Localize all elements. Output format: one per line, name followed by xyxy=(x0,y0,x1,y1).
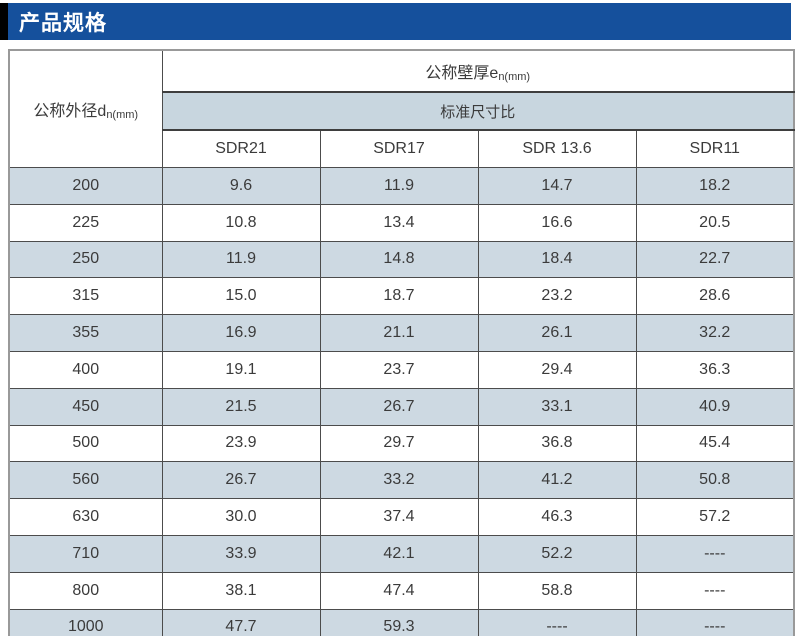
thickness-cell: ---- xyxy=(477,608,637,636)
thickness-cell: 59.3 xyxy=(319,608,479,636)
spec-table: 公称外径dn(mm) 公称壁厚en(mm) 标准尺寸比 SDR21 SDR17 … xyxy=(8,49,795,636)
section-title-bar: 产品规格 xyxy=(0,3,791,40)
thickness-cell: 18.2 xyxy=(635,167,795,205)
thickness-cell: 29.4 xyxy=(477,350,637,389)
thickness-cell: 29.7 xyxy=(319,424,479,463)
thickness-cell: 47.7 xyxy=(161,608,321,636)
thickness-cell: 33.9 xyxy=(161,534,321,573)
thickness-cell: ---- xyxy=(635,608,795,636)
table-row: 450 21.5 26.7 33.1 40.9 xyxy=(8,387,795,426)
thickness-cell: 36.8 xyxy=(477,424,637,463)
table-row: 355 16.9 21.1 26.1 32.2 xyxy=(8,314,795,352)
header-row-sdr-columns: SDR21 SDR17 SDR 13.6 SDR11 xyxy=(9,129,795,168)
thickness-cell: 21.5 xyxy=(161,387,321,426)
spec-table-body: 200 9.6 11.9 14.7 18.2 225 10.8 13.4 16.6 20.5 250… xyxy=(8,167,795,636)
thickness-cell: 11.9 xyxy=(161,240,321,279)
table-row: 250 11.9 14.8 18.4 22.7 xyxy=(8,240,795,279)
thickness-cell: 40.9 xyxy=(635,387,795,426)
thickness-cell: 41.2 xyxy=(477,461,637,500)
sdr-column-header-sdr11: SDR11 xyxy=(635,129,795,168)
diameter-cell: 560 xyxy=(8,461,163,500)
table-row: 315 15.0 18.7 23.2 28.6 xyxy=(8,277,795,316)
thickness-cell: ---- xyxy=(635,571,795,610)
thickness-cell: 26.7 xyxy=(161,461,321,500)
thickness-cell: 57.2 xyxy=(635,498,795,536)
diameter-cell: 400 xyxy=(8,350,163,389)
thickness-cell: 26.1 xyxy=(477,314,637,352)
thickness-cell: 33.2 xyxy=(319,461,479,500)
thickness-cell: 23.7 xyxy=(319,350,479,389)
thickness-cell: 15.0 xyxy=(161,277,321,316)
diameter-cell: 250 xyxy=(8,240,163,279)
thickness-cell: 50.8 xyxy=(635,461,795,500)
diameter-cell: 500 xyxy=(8,424,163,463)
corner-header-main: 公称外径d xyxy=(33,103,107,120)
wall-thickness-header: 公称壁厚en(mm) xyxy=(161,49,795,93)
corner-header-subscript: n(mm) xyxy=(106,109,139,121)
thickness-cell: 52.2 xyxy=(477,534,637,573)
thickness-cell: 28.6 xyxy=(635,277,795,316)
corner-header-outer-diameter: 公称外径dn(mm) xyxy=(8,49,163,168)
title-background: 产品规格 xyxy=(8,3,791,40)
table-row: 1000 47.7 59.3 ---- ---- xyxy=(8,608,795,636)
table-row: 225 10.8 13.4 16.6 20.5 xyxy=(8,203,795,242)
diameter-cell: 315 xyxy=(8,277,163,316)
wall-thickness-header-main: 公称壁厚e xyxy=(425,65,499,82)
thickness-cell: 16.9 xyxy=(161,314,321,352)
sdr-column-header-sdr17: SDR17 xyxy=(319,129,479,168)
thickness-cell: 42.1 xyxy=(319,534,479,573)
thickness-cell: 19.1 xyxy=(161,350,321,389)
table-row: 710 33.9 42.1 52.2 ---- xyxy=(8,534,795,573)
diameter-cell: 450 xyxy=(8,387,163,426)
thickness-cell: 36.3 xyxy=(635,350,795,389)
thickness-cell: 23.9 xyxy=(161,424,321,463)
sdr-column-header-sdr21: SDR21 xyxy=(161,129,321,168)
thickness-cell: 22.7 xyxy=(635,240,795,279)
thickness-cell: 46.3 xyxy=(477,498,637,536)
table-row: 800 38.1 47.4 58.8 ---- xyxy=(8,571,795,610)
table-row: 400 19.1 23.7 29.4 36.3 xyxy=(8,350,795,389)
sdr-ratio-header: 标准尺寸比 xyxy=(161,91,795,131)
table-row: 560 26.7 33.2 41.2 50.8 xyxy=(8,461,795,500)
thickness-cell: 11.9 xyxy=(319,167,479,205)
title-accent-block xyxy=(0,3,8,40)
thickness-cell: 18.7 xyxy=(319,277,479,316)
thickness-cell: 18.4 xyxy=(477,240,637,279)
diameter-cell: 1000 xyxy=(8,608,163,636)
thickness-cell: 10.8 xyxy=(161,203,321,242)
thickness-cell: 21.1 xyxy=(319,314,479,352)
thickness-cell: 20.5 xyxy=(635,203,795,242)
thickness-cell: 14.7 xyxy=(477,167,637,205)
thickness-cell: 58.8 xyxy=(477,571,637,610)
table-row: 500 23.9 29.7 36.8 45.4 xyxy=(8,424,795,463)
diameter-cell: 800 xyxy=(8,571,163,610)
diameter-cell: 225 xyxy=(8,203,163,242)
header-row-wall-thickness: 公称外径dn(mm) 公称壁厚en(mm) xyxy=(8,49,795,168)
thickness-cell: 16.6 xyxy=(477,203,637,242)
diameter-cell: 710 xyxy=(8,534,163,573)
thickness-cell: 30.0 xyxy=(161,498,321,536)
wall-thickness-header-subscript: n(mm) xyxy=(498,71,531,83)
sdr-column-header-sdr13-6: SDR 13.6 xyxy=(477,129,637,168)
thickness-cell: 32.2 xyxy=(635,314,795,352)
thickness-cell: 33.1 xyxy=(477,387,637,426)
thickness-cell: 26.7 xyxy=(319,387,479,426)
thickness-cell: 9.6 xyxy=(161,167,321,205)
thickness-cell: 13.4 xyxy=(319,203,479,242)
diameter-cell: 630 xyxy=(8,498,163,536)
table-row: 200 9.6 11.9 14.7 18.2 xyxy=(8,167,795,205)
thickness-cell: 45.4 xyxy=(635,424,795,463)
page-title: 产品规格 xyxy=(19,11,107,35)
thickness-cell: 14.8 xyxy=(319,240,479,279)
thickness-cell: 47.4 xyxy=(319,571,479,610)
header-row-sdr-title: 标准尺寸比 xyxy=(9,91,795,131)
table-row: 630 30.0 37.4 46.3 57.2 xyxy=(8,498,795,536)
diameter-cell: 200 xyxy=(8,167,163,205)
diameter-cell: 355 xyxy=(8,314,163,352)
thickness-cell: ---- xyxy=(635,534,795,573)
thickness-cell: 38.1 xyxy=(161,571,321,610)
thickness-cell: 37.4 xyxy=(319,498,479,536)
thickness-cell: 23.2 xyxy=(477,277,637,316)
